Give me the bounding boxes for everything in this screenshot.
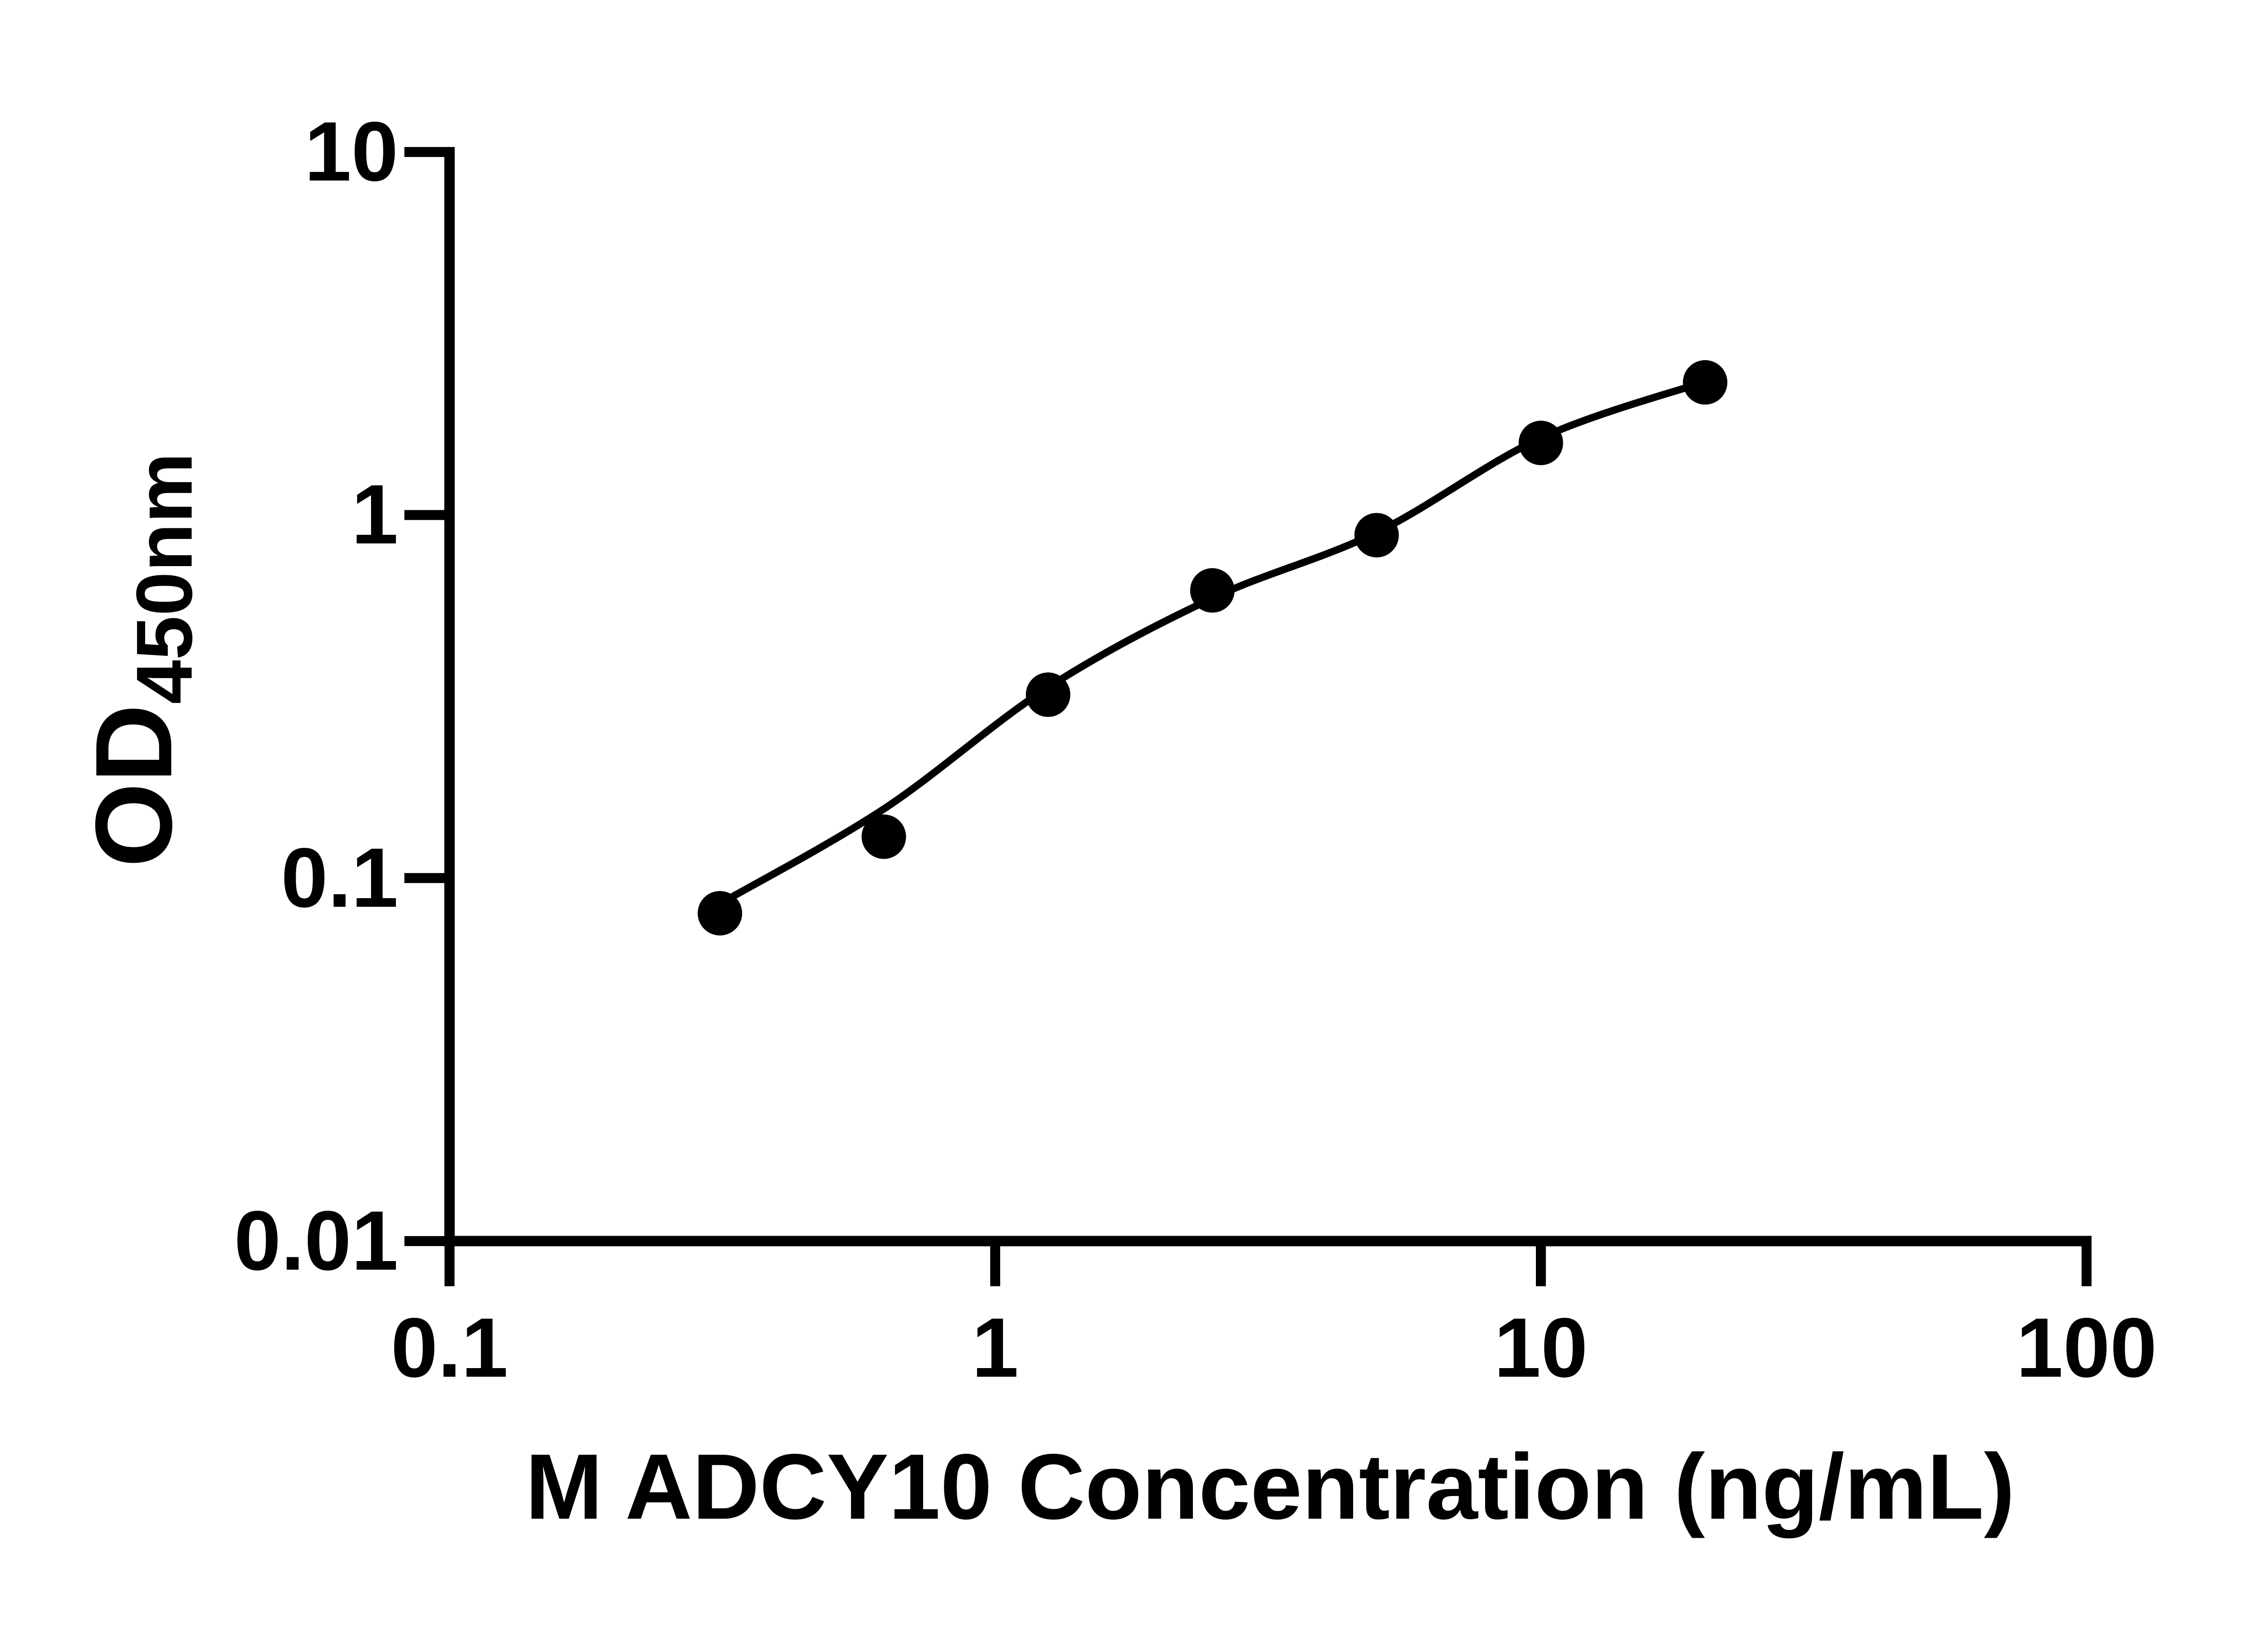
y-axis-tick <box>404 873 445 883</box>
x-axis-tick <box>990 1246 1000 1286</box>
x-axis-spine <box>444 1236 2092 1247</box>
data-point <box>1519 420 1563 465</box>
x-axis-title: M ADCY10 Concentration (ng/mL) <box>525 1435 2015 1539</box>
y-axis-tick <box>404 147 445 157</box>
data-point <box>1683 360 1728 405</box>
y-axis-tick <box>404 1236 445 1246</box>
y-axis-tick <box>404 510 445 520</box>
x-tick-label: 100 <box>2016 1301 2157 1395</box>
data-point <box>1354 513 1399 557</box>
x-axis-tick <box>445 1246 455 1286</box>
y-tick-label: 10 <box>304 105 398 199</box>
y-axis-spine <box>444 147 455 1247</box>
x-axis-tick <box>1536 1246 1546 1286</box>
data-point <box>1190 568 1235 613</box>
y-tick-label: 1 <box>351 468 398 562</box>
y-tick-label: 0.1 <box>281 831 398 925</box>
data-point <box>861 814 906 859</box>
data-point <box>698 891 743 936</box>
x-tick-label: 1 <box>972 1301 1019 1395</box>
y-tick-label: 0.01 <box>234 1194 398 1288</box>
x-axis-tick <box>2082 1246 2092 1286</box>
x-tick-label: 10 <box>1494 1301 1588 1395</box>
data-point <box>1026 672 1070 717</box>
x-tick-label: 0.1 <box>391 1301 508 1395</box>
